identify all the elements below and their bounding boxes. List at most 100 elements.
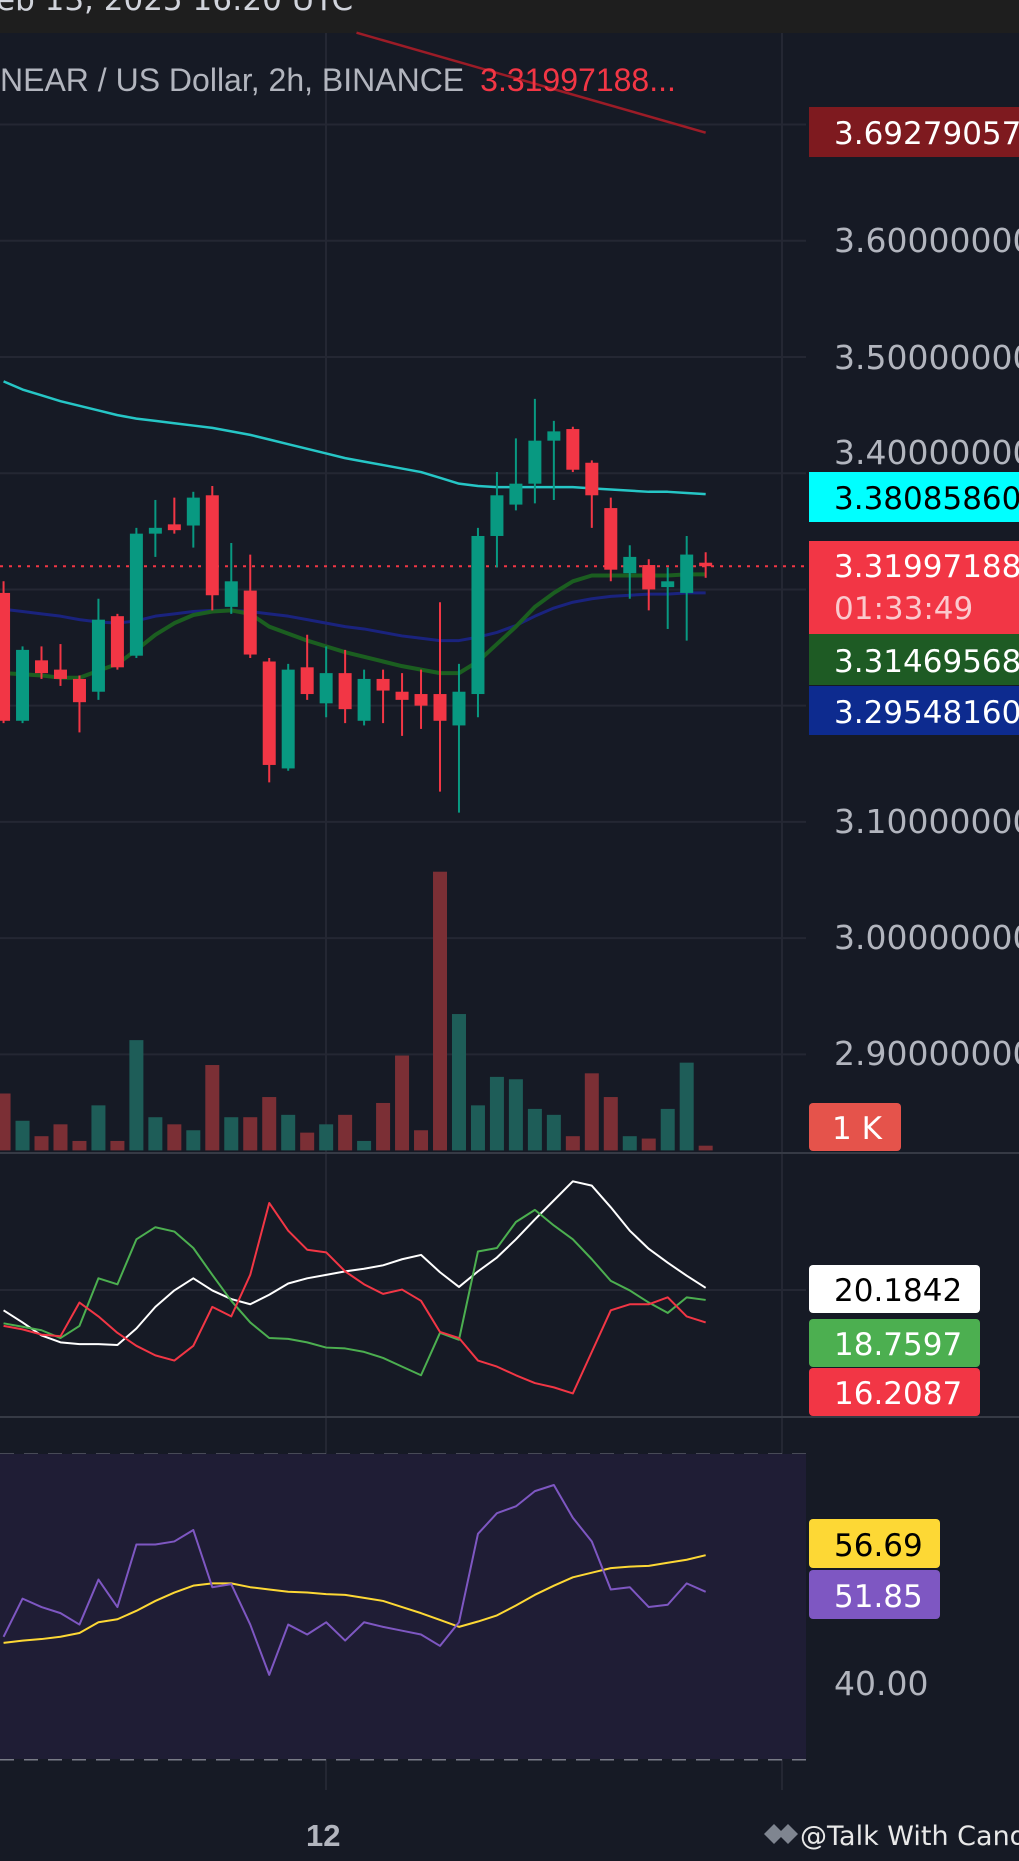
candle-body <box>699 562 713 567</box>
candle-body <box>395 691 409 700</box>
volume-bar <box>15 1120 30 1151</box>
candle-body <box>262 661 276 765</box>
rsi-labels: 56.69 51.85 40.00 <box>809 1519 940 1703</box>
price-tick: 3.60000000 <box>834 221 1019 260</box>
volume-bar <box>433 871 448 1151</box>
volume-bar <box>110 1140 125 1151</box>
volume-bar <box>205 1065 220 1151</box>
volume-bar <box>186 1130 201 1151</box>
volume-bar <box>603 1097 618 1151</box>
candle-body <box>642 565 656 590</box>
candle-body <box>338 673 352 710</box>
volume-bar <box>508 1079 523 1151</box>
watermark-text: @Talk With Candle <box>800 1821 1019 1852</box>
ma-green-price-label: 3.31469568 <box>809 634 1019 685</box>
volume-bar <box>565 1136 580 1151</box>
candle-body <box>91 619 105 692</box>
volume-bar <box>489 1076 504 1151</box>
candle-body <box>186 497 200 526</box>
last-price-label: 3.31997188 01:33:49 <box>809 541 1019 634</box>
candle-body <box>16 649 30 721</box>
bar-countdown: 01:33:49 <box>834 591 973 627</box>
candle-body <box>661 581 675 588</box>
volume-bar <box>300 1132 315 1151</box>
watermark-logo-icon <box>764 1824 798 1844</box>
volume-bar <box>622 1136 637 1151</box>
candle-body <box>148 527 162 534</box>
candle-body <box>243 590 257 655</box>
price-tick: 3.50000000 <box>834 338 1019 377</box>
rsi-ma-value: 56.69 <box>834 1528 923 1564</box>
candle-body <box>300 667 314 695</box>
dmi-green-value: 18.7597 <box>834 1327 962 1363</box>
volume-bar <box>262 1097 277 1151</box>
volume-bar <box>148 1117 163 1151</box>
candle-body <box>167 524 181 531</box>
ma-green-price: 3.31469568 <box>834 644 1019 680</box>
dmi-white-value: 20.1842 <box>834 1273 962 1309</box>
volume-label: 1 K <box>809 1103 901 1151</box>
volume-bar <box>584 1073 599 1151</box>
volume-bar <box>527 1108 542 1151</box>
candle-body <box>490 495 504 536</box>
candle-body <box>319 673 333 704</box>
volume-bar <box>224 1117 239 1151</box>
candle-body <box>72 678 86 703</box>
candle-body <box>129 533 143 656</box>
ma-cyan-price-label: 3.38085860 <box>809 472 1019 522</box>
candle-body <box>281 669 295 769</box>
trendline <box>356 31 707 134</box>
rsi-tick: 40.00 <box>834 1664 928 1703</box>
candle-body <box>205 495 219 596</box>
trendline-price: 3.69279057 <box>834 116 1019 152</box>
candle-body <box>623 556 637 574</box>
candle-body <box>680 554 694 593</box>
volume-bar <box>357 1140 372 1151</box>
dmi-white-line <box>3 1180 707 1346</box>
candle-body <box>585 462 599 496</box>
chart-marks <box>0 31 806 1676</box>
volume-bar <box>395 1055 410 1151</box>
volume-bar <box>91 1105 106 1151</box>
candle-body <box>471 535 485 695</box>
legend-last-price: 3.31997188... <box>480 62 676 98</box>
volume-bar <box>53 1124 68 1151</box>
candle-body <box>376 678 390 691</box>
rsi-ma-line <box>3 1554 706 1644</box>
candle-body <box>452 691 466 726</box>
volume-bar <box>281 1114 296 1151</box>
price-tick: 3.40000000 <box>834 433 1019 472</box>
volume-bar <box>0 1093 11 1151</box>
candle-body <box>604 508 618 570</box>
candle-body <box>528 440 542 484</box>
price-axis[interactable]: 3.60000000 3.50000000 3.40000000 3.10000… <box>834 221 1019 1073</box>
rsi-line <box>2 1484 707 1676</box>
candle-body <box>433 694 447 721</box>
volume-bar <box>129 1040 144 1151</box>
volume-bar <box>72 1140 87 1151</box>
volume-bar <box>376 1102 391 1151</box>
price-tick: 3.10000000 <box>834 802 1019 841</box>
dmi-red-line <box>3 1201 706 1395</box>
last-price: 3.31997188 <box>834 549 1019 585</box>
volume-bar <box>319 1124 334 1151</box>
candle-body <box>547 431 561 441</box>
candle-body <box>414 694 428 706</box>
rsi-value: 51.85 <box>834 1579 923 1615</box>
price-tick: 3.00000000 <box>834 918 1019 957</box>
trendline-price-label: 3.69279057 <box>809 107 1019 157</box>
dmi-labels: 20.1842 18.7597 16.2087 <box>809 1265 980 1416</box>
volume-bar <box>414 1130 429 1151</box>
volume-bar <box>698 1145 713 1151</box>
volume-bar <box>546 1114 561 1151</box>
ma-cyan-price: 3.38085860 <box>834 481 1019 517</box>
volume-bar <box>338 1114 353 1151</box>
candle-body <box>35 660 49 674</box>
candle-body <box>53 669 67 679</box>
volume-bar <box>34 1136 49 1151</box>
volume-bar <box>641 1138 656 1151</box>
volume-value: 1 K <box>832 1111 883 1147</box>
candle-body <box>566 429 580 470</box>
volume-bar <box>167 1124 182 1151</box>
